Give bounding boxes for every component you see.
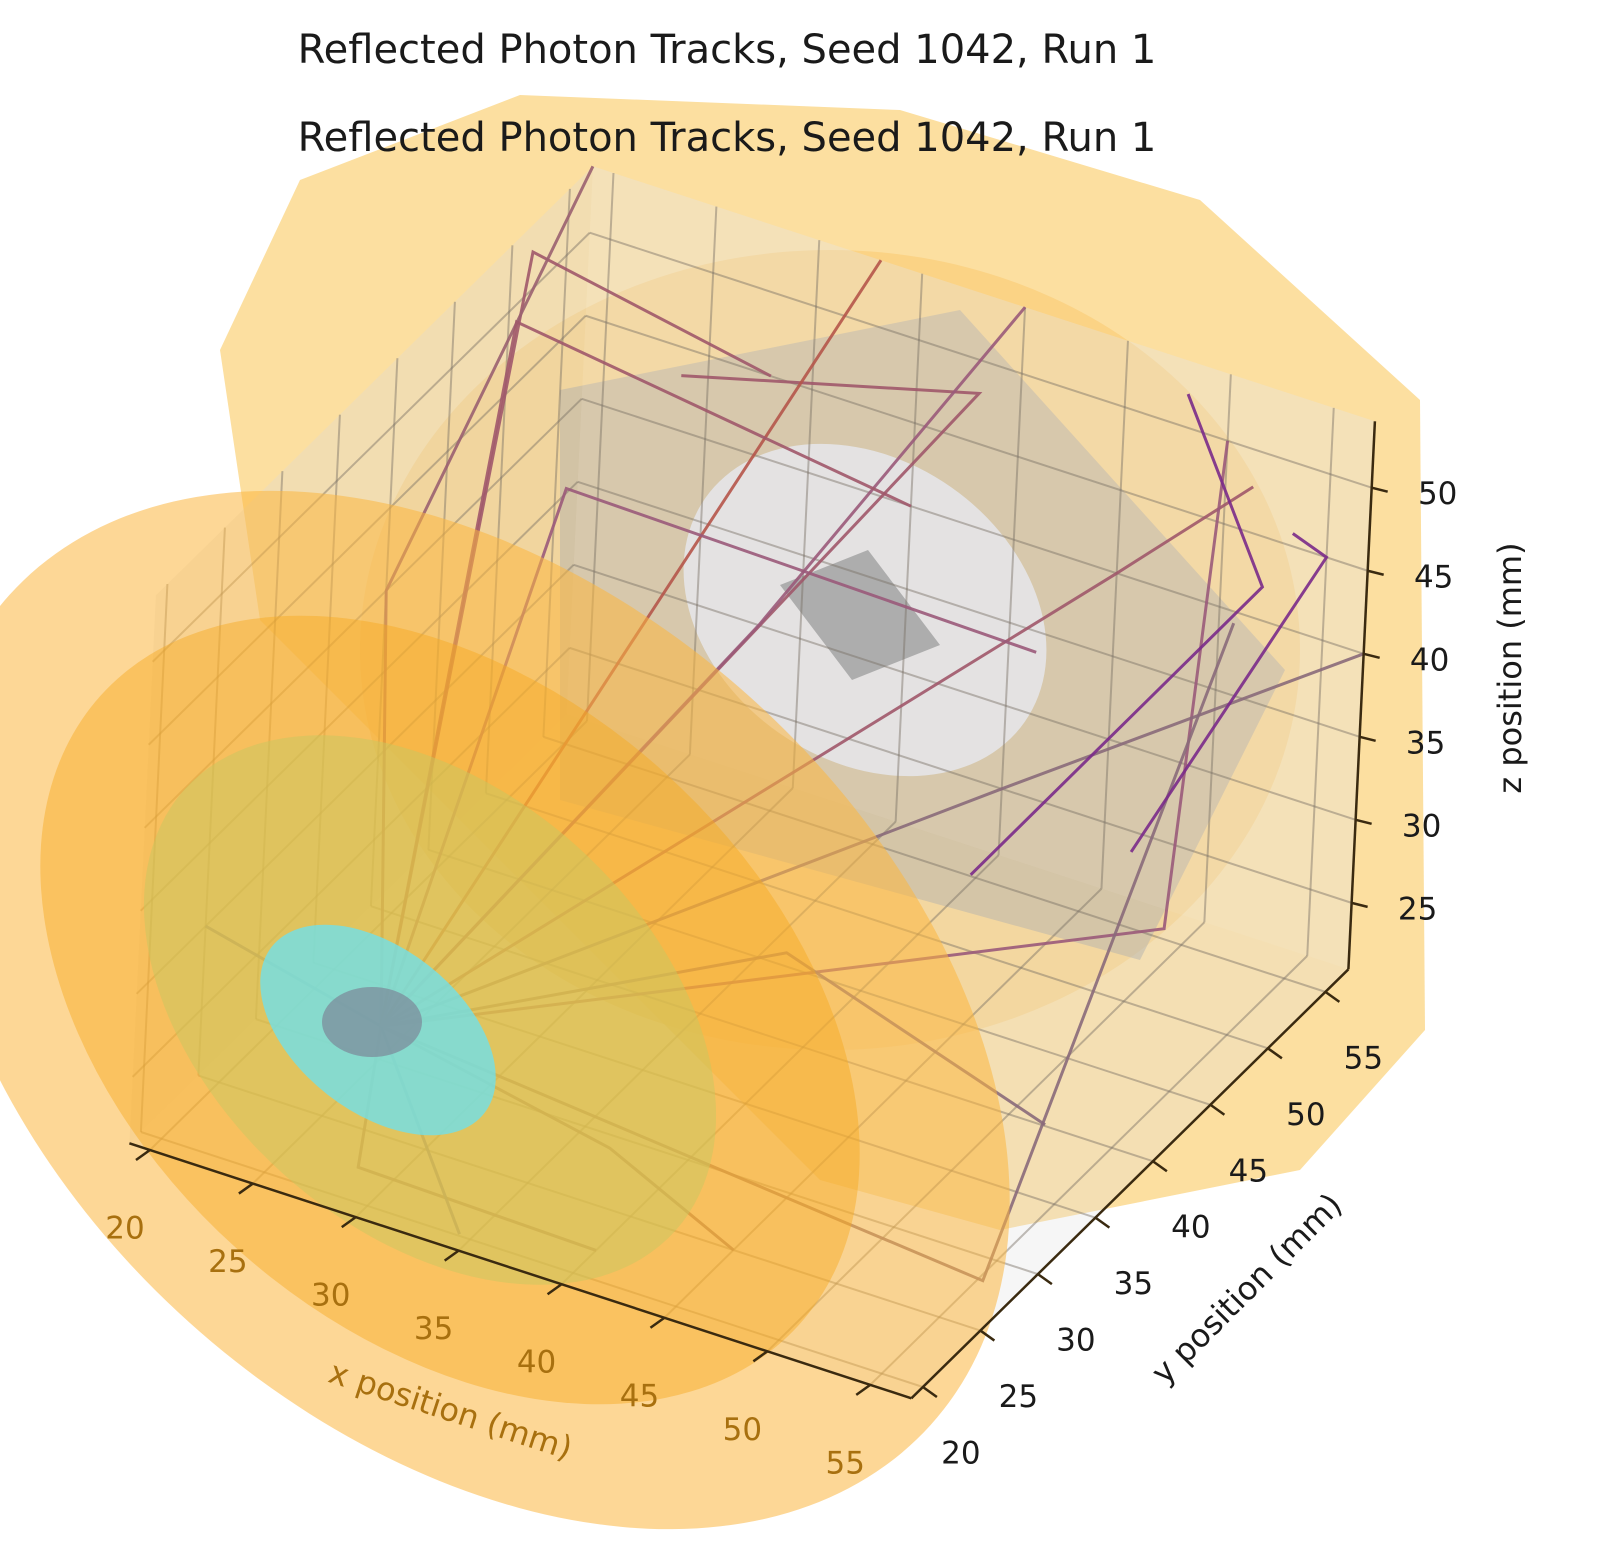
- tick-mark: [341, 1216, 357, 1229]
- chart-title: Reflected Photon Tracks, Seed 1042, Run …: [298, 115, 1157, 161]
- plane: [780, 550, 940, 680]
- photon-track: [1129, 532, 1329, 853]
- y-tick-label: 40: [1171, 1210, 1210, 1246]
- y-tick-label: 55: [1344, 1040, 1383, 1076]
- tick-mark: [752, 1350, 769, 1363]
- x-axis: [129, 1142, 912, 1400]
- tick-mark: [922, 1385, 938, 1399]
- grid-line: [1203, 374, 1232, 923]
- z-tick-label: 35: [1406, 725, 1445, 761]
- x-tick-label: 55: [826, 1445, 865, 1481]
- x-tick-label: 50: [723, 1412, 762, 1448]
- grid-line: [1100, 340, 1129, 889]
- grid-line: [1306, 407, 1335, 956]
- x-tick-label: 30: [311, 1278, 350, 1314]
- tick-mark: [238, 1182, 254, 1195]
- x-tick-label: 35: [414, 1311, 453, 1347]
- tick-mark: [1359, 735, 1376, 743]
- grid-line: [585, 314, 1368, 572]
- z-tick-label: 30: [1402, 808, 1441, 844]
- z-tick-label: 45: [1414, 559, 1453, 595]
- grid-line: [581, 397, 1364, 655]
- tick-mark: [649, 1316, 666, 1329]
- tick-mark: [855, 1383, 871, 1396]
- x-tick-label: 25: [208, 1244, 247, 1280]
- grid-line: [791, 240, 821, 789]
- tick-mark: [1367, 569, 1384, 576]
- foreground-shapes: [0, 490, 1010, 1530]
- x-tick-label: 40: [517, 1345, 556, 1381]
- source-core: [322, 987, 422, 1057]
- grid-line: [997, 307, 1027, 856]
- tick-mark: [1351, 901, 1368, 909]
- tick-mark: [443, 1249, 460, 1262]
- z-tick-label: 25: [1398, 891, 1437, 927]
- tick-mark: [1324, 990, 1341, 1003]
- tick-mark: [1267, 1047, 1283, 1060]
- z-tick-label: 40: [1410, 642, 1449, 678]
- photon-track: [969, 393, 1265, 876]
- grid-line: [894, 273, 924, 822]
- z-tick-label: 50: [1418, 476, 1457, 512]
- x-tick-label: 20: [105, 1211, 144, 1247]
- chart-title: Reflected Photon Tracks, Seed 1042, Run …: [298, 27, 1157, 73]
- tick-mark: [546, 1283, 563, 1296]
- y-tick-label: 45: [1229, 1153, 1268, 1189]
- tick-mark: [1355, 818, 1372, 826]
- z-axis-label: z position (mm): [1491, 542, 1529, 793]
- tick-mark: [1209, 1103, 1226, 1116]
- tick-mark: [1152, 1160, 1168, 1173]
- y-tick-label: 50: [1286, 1097, 1325, 1133]
- y-axis: [910, 968, 1350, 1400]
- axes: 20 25 30 35 40 45 50 55 20 25 30 35 40 45 50 55 25 30 35 40…: [105, 421, 1457, 1481]
- x-tick-label: 45: [620, 1378, 659, 1414]
- tick-mark: [1094, 1216, 1111, 1229]
- y-tick-label: 25: [999, 1379, 1038, 1415]
- tick-mark: [1363, 652, 1380, 659]
- tick-mark: [979, 1329, 996, 1342]
- tick-mark: [1037, 1273, 1053, 1286]
- y-tick-label: 20: [941, 1436, 980, 1472]
- z-axis: [1347, 421, 1377, 970]
- tick-mark: [135, 1148, 151, 1162]
- grid-line: [573, 563, 1356, 821]
- y-tick-label: 30: [1056, 1323, 1095, 1359]
- y-tick-label: 35: [1114, 1266, 1153, 1302]
- tick-mark: [1371, 486, 1388, 493]
